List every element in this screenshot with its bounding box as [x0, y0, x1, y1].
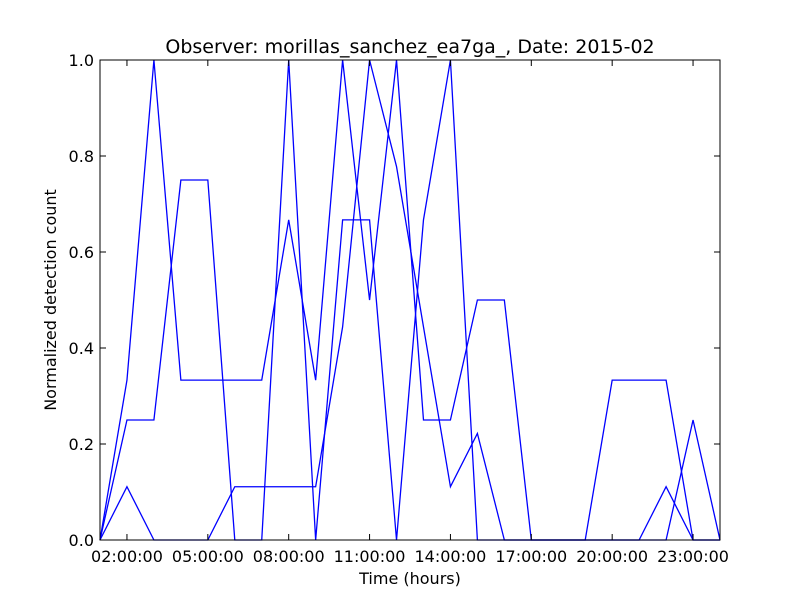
x-tick-label: 05:00:00	[172, 547, 244, 566]
y-tick-label: 1.0	[69, 51, 94, 70]
x-tick-label: 14:00:00	[415, 547, 487, 566]
y-tick-label: 0.8	[69, 147, 94, 166]
x-tick-label: 08:00:00	[253, 547, 325, 566]
x-tick-label: 20:00:00	[576, 547, 648, 566]
series-layer	[99, 59, 721, 541]
x-tick-label: 23:00:00	[657, 547, 729, 566]
series-line-2	[99, 59, 721, 541]
x-tick-label: 17:00:00	[495, 547, 567, 566]
x-tick-label: 02:00:00	[91, 547, 163, 566]
x-tick-label: 11:00:00	[334, 547, 406, 566]
y-axis-label: Normalized detection count	[41, 189, 60, 411]
x-axis-label: Time (hours)	[358, 569, 461, 588]
plot-frame	[99, 59, 721, 541]
chart-title: Observer: morillas_sanchez_ea7ga_, Date:…	[165, 36, 654, 58]
y-tick-label: 0.0	[69, 531, 94, 550]
y-tick-label: 0.2	[69, 435, 94, 454]
series-line-3	[99, 59, 720, 541]
ticks-layer: 02:00:00 05:00:00 08:00:00 11:00:00 14:00:00…	[69, 51, 729, 566]
series-line-1	[99, 59, 720, 541]
y-tick-label: 0.6	[69, 243, 94, 262]
y-tick-label: 0.4	[69, 339, 94, 358]
